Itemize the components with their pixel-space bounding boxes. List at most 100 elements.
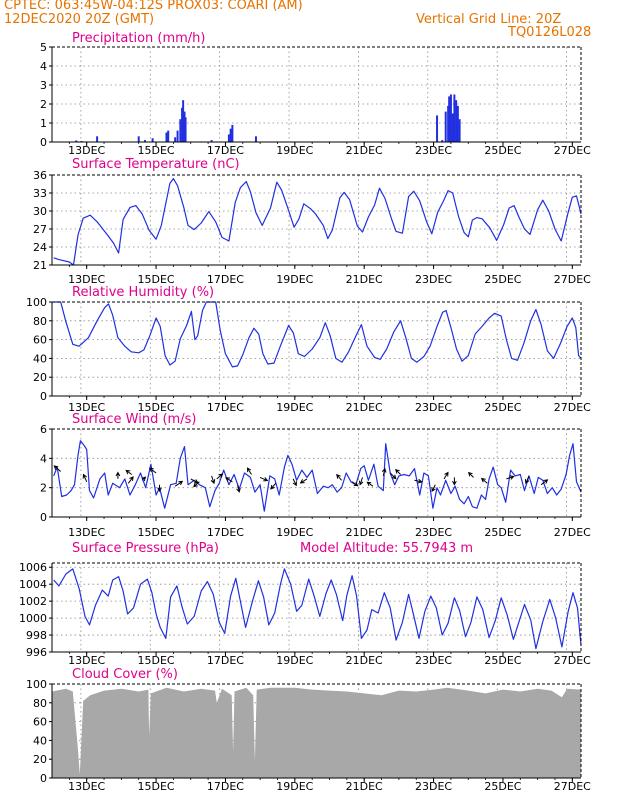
- x-tick-label: 27DEC: [554, 526, 591, 539]
- x-tick-label: 25DEC: [484, 273, 521, 286]
- x-tick-label: 27DEC: [554, 144, 591, 157]
- panel-5: 0 20 40 60 80 100 13DEC 15DEC 17DEC 19DEC 21DEC 23D…: [26, 667, 591, 793]
- precip-bar: [179, 119, 182, 142]
- x-tick-label: 27DEC: [554, 654, 591, 667]
- wind-arrow: [381, 467, 387, 477]
- series-line: [53, 178, 582, 266]
- header-line-2: 12DEC2020 20Z (GMT): [4, 12, 155, 27]
- x-tick-label: 23DEC: [415, 780, 452, 793]
- y-tick-label: 21: [33, 259, 47, 272]
- wind-arrow: [270, 482, 277, 490]
- x-tick-label: 19DEC: [276, 273, 313, 286]
- wind-arrow: [148, 467, 157, 474]
- series-line: [53, 301, 582, 368]
- precip-bar: [254, 136, 257, 142]
- x-tick-label: 17DEC: [207, 780, 244, 793]
- panel-2: 0 20 40 60 80 100 13DEC 15DEC 17DEC 19DEC 21DEC 23D…: [26, 285, 591, 414]
- x-tick-label: 15DEC: [138, 654, 175, 667]
- x-tick-label: 25DEC: [484, 654, 521, 667]
- series-line: [53, 568, 582, 650]
- x-tick-label: 25DEC: [484, 780, 521, 793]
- precip-bar: [181, 107, 184, 142]
- precip-bar: [96, 136, 99, 142]
- x-tick-label: 23DEC: [415, 144, 452, 157]
- x-tick-label: 13DEC: [68, 526, 105, 539]
- x-tick-label: 23DEC: [415, 273, 452, 286]
- precip-bar: [444, 111, 447, 142]
- panel-1: 21 24 27 30 33 36 13DEC 15DEC 17DEC 19DEC 21DEC 23D…: [33, 157, 591, 286]
- x-tick-label: 17DEC: [207, 144, 244, 157]
- x-tick-label: 21DEC: [346, 526, 383, 539]
- precip-bar: [210, 140, 213, 142]
- x-tick-label: 23DEC: [415, 654, 452, 667]
- wind-arrow: [216, 473, 224, 480]
- x-tick-label: 17DEC: [207, 654, 244, 667]
- panel-title: Surface Pressure (hPa): [72, 541, 219, 556]
- header-line-1: CPTEC: 063:45W-04:12S PROX03: COARI (AM): [4, 0, 303, 13]
- wind-arrow: [467, 471, 474, 478]
- cloud-area: [52, 687, 581, 778]
- wind-arrow: [141, 476, 147, 482]
- y-tick-label: 0: [40, 390, 47, 403]
- x-tick-label: 15DEC: [138, 526, 175, 539]
- y-tick-label: 24: [33, 241, 47, 254]
- x-tick-label: 27DEC: [554, 273, 591, 286]
- x-tick-label: 13DEC: [68, 654, 105, 667]
- precip-bar: [184, 117, 187, 142]
- wind-arrow: [259, 476, 269, 482]
- x-tick-label: 15DEC: [138, 780, 175, 793]
- precip-bar: [449, 94, 452, 142]
- y-tick-label: 2: [40, 98, 47, 111]
- wind-arrow: [299, 478, 308, 484]
- wind-arrow: [336, 473, 342, 481]
- x-tick-label: 23DEC: [415, 401, 452, 414]
- precip-bar: [451, 113, 454, 142]
- x-tick-label: 15DEC: [138, 144, 175, 157]
- y-tick-label: 1002: [19, 595, 47, 608]
- wind-arrow: [358, 477, 364, 486]
- grid-note: Vertical Grid Line: 20Z: [416, 12, 562, 27]
- x-tick-label: 19DEC: [276, 780, 313, 793]
- x-tick-label: 21DEC: [346, 654, 383, 667]
- x-tick-label: 13DEC: [68, 144, 105, 157]
- y-tick-label: 1004: [19, 578, 47, 591]
- precip-bar: [182, 100, 185, 142]
- precip-bar: [227, 134, 230, 142]
- y-tick-label: 3: [40, 79, 47, 92]
- x-tick-label: 21DEC: [346, 144, 383, 157]
- wind-arrow: [506, 475, 515, 480]
- panel-title: Cloud Cover (%): [72, 667, 178, 682]
- precip-bar: [458, 119, 461, 142]
- wind-arrow: [157, 484, 162, 493]
- x-tick-label: 17DEC: [207, 401, 244, 414]
- y-tick-label: 20: [33, 753, 47, 766]
- precip-bar: [229, 128, 232, 142]
- y-tick-label: 6: [40, 423, 47, 436]
- y-tick-label: 4: [40, 60, 47, 73]
- panel-0: 0 1 2 3 4 5 13DEC 15DEC 17DEC 19DEC 21DEC 23DEC 25DE…: [40, 31, 591, 157]
- wind-arrow: [395, 468, 401, 475]
- precip-bar: [143, 140, 146, 142]
- panel-3: 0 2 4 6 13DEC 15DEC 17DEC 19DEC 21DEC 23DEC 25DEC 2…: [40, 412, 591, 539]
- wind-arrow: [524, 475, 530, 485]
- panel-title: Surface Temperature (nC): [72, 157, 240, 172]
- wind-arrow: [414, 478, 423, 484]
- y-tick-label: 100: [26, 678, 47, 691]
- y-tick-label: 30: [33, 205, 47, 218]
- precip-bar: [151, 138, 154, 142]
- x-tick-label: 21DEC: [346, 273, 383, 286]
- x-tick-label: 27DEC: [554, 780, 591, 793]
- precip-bar: [165, 132, 168, 142]
- precip-bar: [176, 130, 179, 142]
- wind-arrow: [225, 477, 233, 483]
- precip-bar: [75, 140, 78, 142]
- x-tick-label: 13DEC: [68, 780, 105, 793]
- chart-code: TQ0126L028: [508, 25, 592, 40]
- precip-bar: [137, 136, 140, 142]
- y-tick-label: 4: [40, 452, 47, 465]
- wind-arrow: [127, 476, 134, 484]
- y-tick-label: 20: [33, 371, 47, 384]
- x-tick-label: 19DEC: [276, 401, 313, 414]
- x-tick-label: 19DEC: [276, 526, 313, 539]
- x-tick-label: 17DEC: [207, 526, 244, 539]
